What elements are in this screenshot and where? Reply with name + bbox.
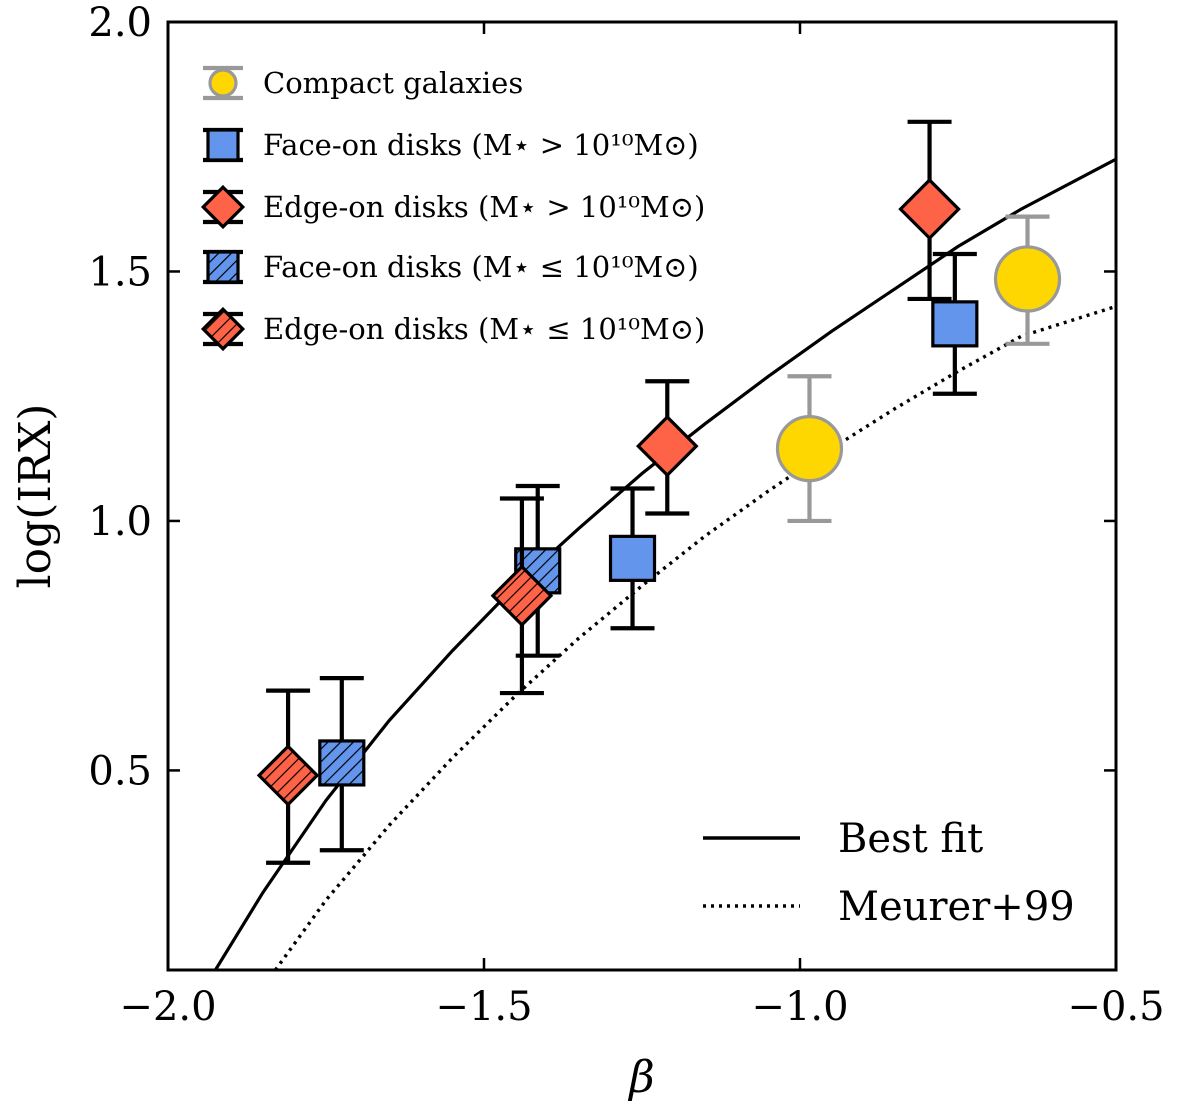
y-tick-label: 1.5 (88, 249, 152, 295)
y-tick-label: 0.5 (88, 748, 152, 794)
legend-diamond-marker (200, 184, 246, 230)
square-marker (608, 534, 657, 582)
x-axis-label: β (627, 1052, 654, 1103)
x-tick-label: −1.5 (435, 984, 532, 1030)
line-legend-label: Best fit (838, 816, 983, 862)
diamond-marker (635, 414, 699, 478)
legend-item: Edge-on disks (M⋆ > 10¹⁰M⊙) (200, 184, 705, 230)
legend-circle-marker (208, 68, 238, 98)
data-point (635, 379, 699, 516)
circle-marker (775, 415, 844, 483)
line-legend-item: Best fit (703, 816, 983, 862)
circle-marker (993, 245, 1062, 313)
square-marker (931, 300, 979, 348)
data-point (490, 496, 554, 696)
legend-label: Face-on disks (M⋆ ≤ 10¹⁰M⊙) (263, 250, 699, 284)
marker-legend: Compact galaxies Face-on disks (M⋆ > 10¹⁰… (200, 65, 705, 352)
line-legend: Best fit Meurer+99 (703, 816, 1075, 930)
axis-ticks: −2.0 −1.5 −1.0 −0.5 0.5 1.0 1.5 2.0 (88, 0, 1164, 1030)
data-point (608, 486, 657, 631)
line-legend-label: Meurer+99 (838, 884, 1075, 930)
legend-square-marker (206, 128, 240, 162)
legend-item: Edge-on disks (M⋆ ≤ 10¹⁰M⊙) (200, 306, 705, 352)
legend-label: Compact galaxies (263, 66, 523, 100)
plot-frame (166, 20, 1118, 972)
legend-item: Face-on disks (M⋆ > 10¹⁰M⊙) (203, 127, 699, 163)
legend-label: Edge-on disks (M⋆ > 10¹⁰M⊙) (263, 190, 705, 224)
y-tick-label: 2.0 (88, 0, 152, 46)
legend-item: Face-on disks (M⋆ ≤ 10¹⁰M⊙) (203, 249, 699, 285)
legend-square-marker (206, 250, 240, 284)
diamond-marker (898, 177, 961, 241)
y-tick-label: 1.0 (88, 499, 152, 545)
data-point (931, 251, 979, 396)
legend-label: Face-on disks (M⋆ > 10¹⁰M⊙) (263, 128, 699, 162)
meurer-line (274, 304, 1116, 970)
data-point (898, 119, 961, 302)
data-point (775, 374, 844, 524)
data-point (256, 688, 320, 865)
diamond-marker (490, 564, 554, 628)
line-legend-item: Meurer+99 (703, 884, 1075, 930)
data-point (318, 676, 366, 853)
x-tick-label: −1.0 (751, 984, 848, 1030)
diamond-marker (256, 744, 320, 807)
legend-label: Edge-on disks (M⋆ ≤ 10¹⁰M⊙) (263, 312, 705, 346)
y-axis-label: log(IRX) (10, 404, 61, 589)
data-points (256, 119, 1062, 865)
x-tick-label: −0.5 (1067, 984, 1164, 1030)
x-tick-label: −2.0 (119, 984, 216, 1030)
data-point (993, 214, 1062, 346)
square-marker (318, 739, 366, 787)
legend-diamond-marker (200, 306, 246, 352)
legend-item: Compact galaxies (203, 65, 523, 101)
